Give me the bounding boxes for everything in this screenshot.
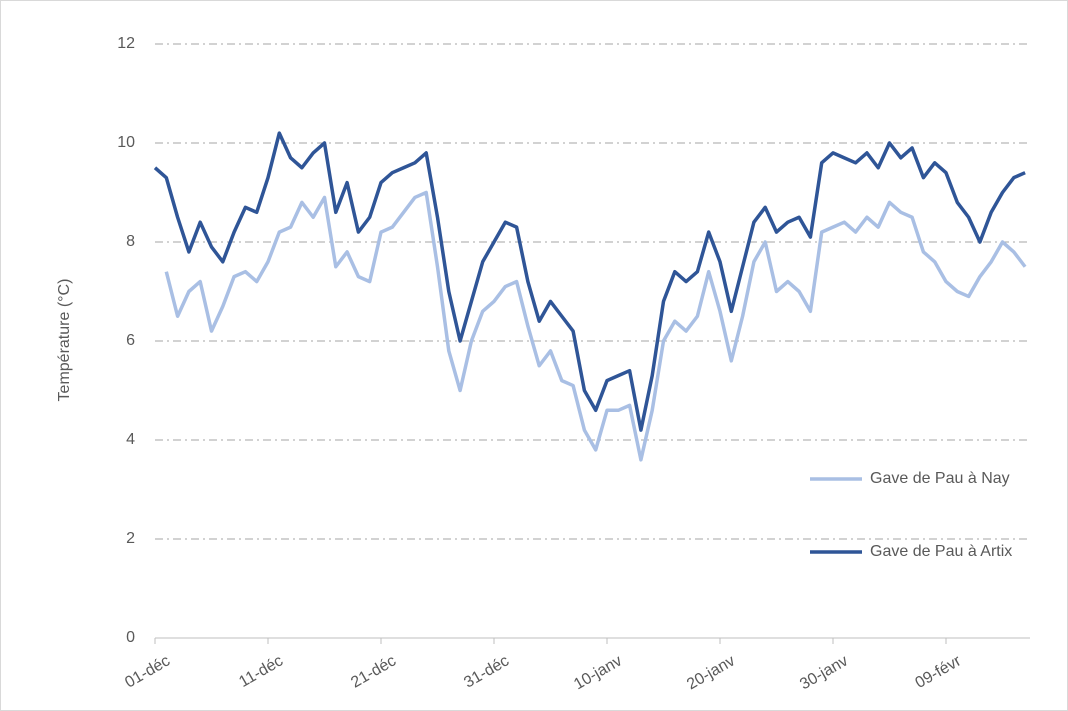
x-tick-label: 21-déc: [348, 652, 399, 691]
series-line: [164, 190, 1027, 462]
x-tick-label: 20-janv: [684, 652, 738, 693]
series-line: [153, 131, 1026, 432]
x-tick-label: 31-déc: [461, 652, 512, 691]
x-tick-label: 30-janv: [797, 652, 851, 693]
y-tick-label: 8: [126, 233, 135, 250]
y-tick-label: 10: [117, 134, 135, 151]
x-tick-label: 09-févr: [912, 652, 964, 692]
x-tick-label: 11-déc: [236, 652, 286, 691]
legend-label: Gave de Pau à Nay: [870, 470, 1010, 487]
y-tick-label: 6: [126, 332, 135, 349]
y-tick-label: 12: [117, 35, 135, 52]
x-tick-label: 10-janv: [571, 652, 625, 693]
y-tick-label: 4: [126, 431, 135, 448]
x-tick-label: 01-déc: [122, 652, 173, 691]
y-tick-label: 0: [126, 629, 135, 646]
legend-label: Gave de Pau à Artix: [870, 543, 1013, 560]
y-tick-label: 2: [126, 530, 135, 547]
y-axis-label: Température (°C): [56, 279, 73, 402]
